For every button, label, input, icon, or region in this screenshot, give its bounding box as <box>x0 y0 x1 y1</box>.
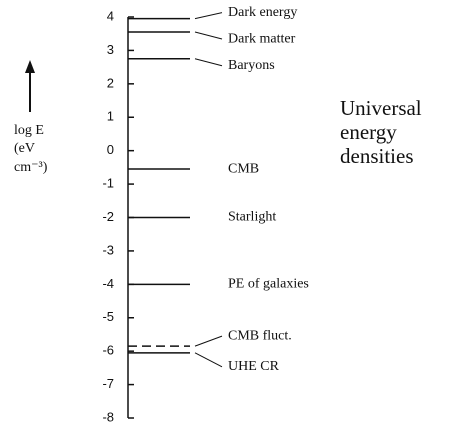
leader-line <box>194 58 223 67</box>
level-label: Starlight <box>228 210 276 225</box>
leader-line <box>194 352 223 368</box>
y-tick-label: 4 <box>107 8 114 23</box>
y-tick-label: -1 <box>102 176 114 191</box>
annotation: densities <box>340 144 414 168</box>
y-label: cm⁻³) <box>14 160 48 175</box>
level-label: CMB <box>228 161 259 176</box>
y-tick-label: -6 <box>102 343 114 358</box>
level-label: PE of galaxies <box>228 277 309 292</box>
y-tick-label: 2 <box>107 75 114 90</box>
y-tick-label: 3 <box>107 42 114 57</box>
y-label: (eV <box>14 141 35 156</box>
y-tick-label: -7 <box>102 376 114 391</box>
leader-line <box>194 12 223 20</box>
leader-line <box>194 31 223 40</box>
level-label: UHE CR <box>228 359 280 374</box>
level-label: Dark matter <box>228 31 296 46</box>
y-tick-label: 1 <box>107 109 114 124</box>
y-tick-label: 0 <box>107 142 114 157</box>
level-label: CMB fluct. <box>228 328 292 343</box>
y-tick-label: -5 <box>102 309 114 324</box>
y-tick-label: -4 <box>102 276 114 291</box>
annotation: Universal <box>340 96 422 120</box>
level-label: Baryons <box>228 58 275 73</box>
leader-line <box>194 335 223 347</box>
y-label: log E <box>14 123 44 138</box>
level-label: Dark energy <box>228 5 297 20</box>
y-tick-label: -3 <box>102 242 114 257</box>
y-tick-label: -8 <box>102 409 114 424</box>
arrow-head <box>25 60 35 73</box>
y-tick-label: -2 <box>102 209 114 224</box>
annotation: energy <box>340 120 397 144</box>
